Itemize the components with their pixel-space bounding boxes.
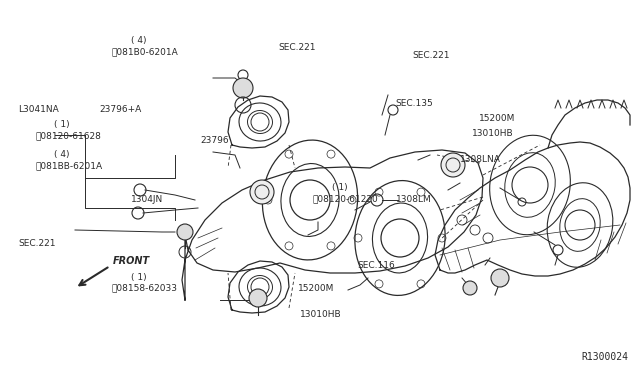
Text: L3041NA: L3041NA	[18, 105, 59, 114]
Circle shape	[491, 269, 509, 287]
Text: 1308LM: 1308LM	[396, 195, 431, 203]
Circle shape	[250, 180, 274, 204]
Text: 1304JN: 1304JN	[131, 195, 163, 203]
Text: 15200M: 15200M	[479, 114, 515, 123]
Text: ( 4): ( 4)	[131, 36, 147, 45]
Text: 15200M: 15200M	[298, 284, 334, 293]
Text: R1300024: R1300024	[581, 352, 628, 362]
Text: ( 1): ( 1)	[54, 120, 70, 129]
Circle shape	[177, 224, 193, 240]
Circle shape	[441, 153, 465, 177]
Text: FRONT: FRONT	[113, 256, 150, 266]
Text: Ⓑ08120-61220: Ⓑ08120-61220	[312, 195, 378, 203]
Text: ( 1): ( 1)	[332, 183, 347, 192]
Circle shape	[463, 281, 477, 295]
Text: Ⓑ08158-62033: Ⓑ08158-62033	[112, 284, 178, 293]
Text: SEC.221: SEC.221	[18, 239, 56, 248]
Text: ( 1): ( 1)	[131, 273, 147, 282]
Text: SEC.221: SEC.221	[278, 43, 316, 52]
Text: 23796: 23796	[200, 136, 229, 145]
Circle shape	[233, 78, 253, 98]
Text: ( 4): ( 4)	[54, 150, 70, 159]
Text: SEC.135: SEC.135	[396, 99, 433, 108]
Text: Ⓑ08120-61628: Ⓑ08120-61628	[35, 131, 101, 140]
Text: SEC.221: SEC.221	[413, 51, 451, 60]
Text: SEC.116: SEC.116	[357, 262, 395, 270]
Text: Ⓑ081BB-6201A: Ⓑ081BB-6201A	[35, 161, 102, 170]
Text: 1308LNA: 1308LNA	[460, 155, 500, 164]
Circle shape	[249, 289, 267, 307]
Text: 13010HB: 13010HB	[472, 129, 514, 138]
Text: 13010HB: 13010HB	[300, 310, 341, 319]
Text: 23796+A: 23796+A	[99, 105, 141, 114]
Text: Ⓑ081B0-6201A: Ⓑ081B0-6201A	[112, 47, 179, 56]
